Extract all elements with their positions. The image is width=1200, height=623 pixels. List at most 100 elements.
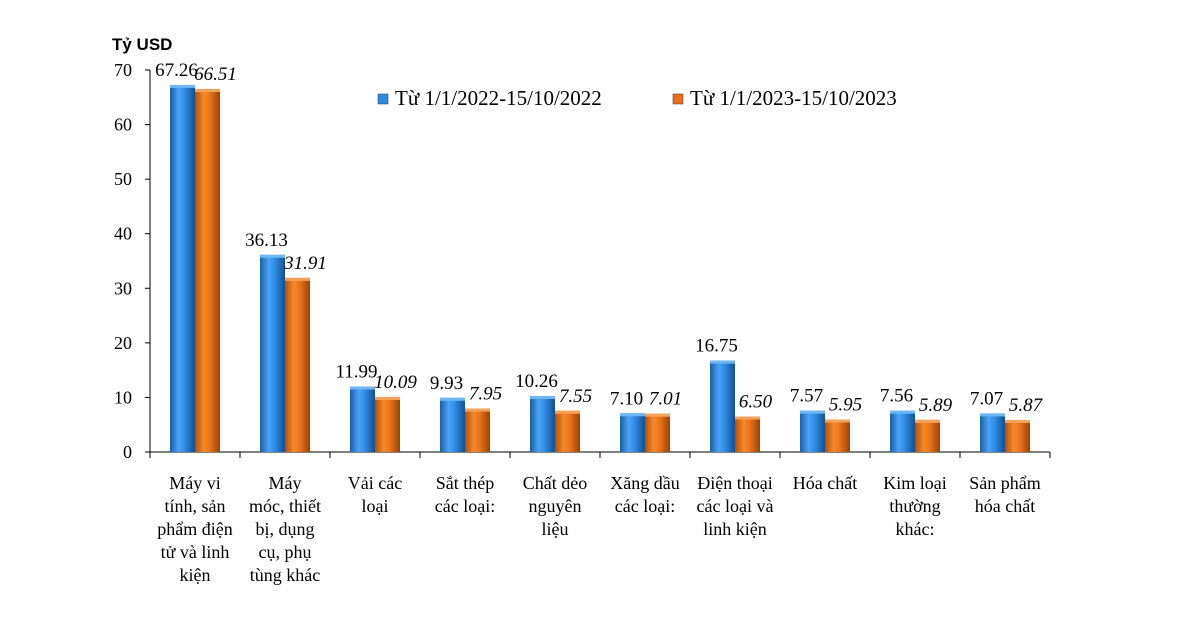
x-tick-label-line: kiện bbox=[180, 565, 211, 585]
data-label-series-2: 5.87 bbox=[1009, 395, 1044, 416]
x-tick-label-line: loại bbox=[362, 496, 389, 516]
bar-series-1 bbox=[980, 413, 1005, 452]
x-tick-label-line: Vải các bbox=[348, 473, 402, 493]
bar-series-1 bbox=[440, 397, 465, 452]
bar-cap-series-1 bbox=[710, 360, 735, 364]
bar-cap-series-1 bbox=[800, 410, 825, 414]
bar-series-1 bbox=[890, 410, 915, 452]
bar-series-2 bbox=[915, 419, 940, 452]
data-label-series-1: 11.99 bbox=[335, 362, 377, 383]
x-tick-label-line: linh kiện bbox=[703, 519, 767, 539]
data-label-series-1: 67.26 bbox=[155, 60, 198, 81]
y-tick-label: 50 bbox=[114, 169, 132, 189]
bar-cap-series-1 bbox=[440, 397, 465, 401]
data-label-series-2: 7.95 bbox=[469, 384, 502, 405]
bar-series-2 bbox=[1005, 419, 1030, 452]
legend-label-series-2: Từ 1/1/2023-15/10/2023 bbox=[690, 86, 897, 110]
data-label-series-2: 5.95 bbox=[829, 395, 862, 416]
bar-series-2 bbox=[825, 419, 850, 452]
bar-cap-series-1 bbox=[260, 254, 285, 258]
legend-swatch-series-1 bbox=[377, 93, 389, 105]
x-tick-label-line: nguyên bbox=[529, 496, 582, 516]
x-tick-label-line: liệu bbox=[542, 519, 569, 539]
x-tick-label: Xăng dầu các loại: bbox=[610, 473, 679, 516]
bar-series-2 bbox=[285, 277, 310, 452]
x-tick-label: Sắt thép các loại: bbox=[435, 473, 495, 516]
bar-cap-series-2 bbox=[825, 419, 850, 423]
bar-cap-series-2 bbox=[1005, 419, 1030, 423]
bar-series-1 bbox=[530, 396, 555, 452]
bar-cap-series-2 bbox=[915, 419, 940, 423]
data-label-series-1: 9.93 bbox=[430, 373, 463, 394]
bar-series-1 bbox=[800, 410, 825, 452]
bar-cap-series-1 bbox=[170, 84, 195, 88]
bar-series-2 bbox=[555, 410, 580, 452]
x-tick-label: Vải các loại bbox=[348, 473, 402, 516]
x-tick-label-line: Hóa chất bbox=[793, 473, 857, 493]
bar-series-1 bbox=[260, 254, 285, 452]
x-tick-label-line: tùng khác bbox=[250, 565, 320, 585]
x-tick-label: Máy vi tính, sản phẩm điện tử và linh kiện bbox=[157, 473, 232, 585]
x-tick-label: Sản phẩm hóa chất bbox=[969, 473, 1041, 516]
x-tick-label-line: bị, dụng bbox=[255, 519, 314, 539]
data-label-series-2: 7.55 bbox=[559, 386, 592, 407]
bar-cap-series-2 bbox=[735, 416, 760, 420]
bar-cap-series-1 bbox=[890, 410, 915, 414]
x-tick-label-line: Xăng dầu bbox=[610, 473, 679, 493]
y-tick-label: 60 bbox=[114, 115, 132, 135]
data-label-series-1: 7.10 bbox=[610, 388, 643, 409]
bar-series-2 bbox=[645, 413, 670, 452]
x-tick-label-line: móc, thiết bbox=[249, 496, 321, 516]
data-labels: 67.26 36.13 11.99 9.93 10.26 7.10 16.75 7.57 7.5… bbox=[155, 60, 1044, 416]
x-tick-label-line: Máy vi bbox=[169, 473, 221, 493]
data-label-series-1: 36.13 bbox=[245, 230, 288, 251]
x-tick-label-line: thường bbox=[889, 496, 940, 516]
x-tick-label-line: Sắt thép bbox=[436, 473, 495, 493]
x-tick-label: Hóa chất bbox=[793, 473, 857, 493]
bar-cap-series-2 bbox=[285, 277, 310, 281]
bar-series-2 bbox=[735, 416, 760, 452]
y-tick-label: 30 bbox=[114, 278, 132, 298]
bar-series-2 bbox=[375, 396, 400, 452]
x-tick-label-line: phẩm điện bbox=[157, 519, 232, 539]
legend-label-series-1: Từ 1/1/2022-15/10/2022 bbox=[395, 86, 602, 110]
bar-cap-series-2 bbox=[645, 413, 670, 417]
y-tick-label: 20 bbox=[114, 333, 132, 353]
bar-series-1 bbox=[710, 360, 735, 452]
x-tick-label-line: khác: bbox=[896, 519, 935, 539]
x-tick-label: Kim loại thường khác: bbox=[883, 473, 947, 539]
bar-series-1 bbox=[170, 84, 195, 452]
data-label-series-1: 10.26 bbox=[515, 371, 558, 392]
x-tick-label: Điện thoại các loại và linh kiện bbox=[697, 473, 774, 539]
data-label-series-2: 66.51 bbox=[194, 64, 237, 85]
x-tick-label-line: Kim loại bbox=[883, 473, 947, 493]
axes: 0 10 20 30 40 50 60 70 Máy vi tính, sản phẩm điện t… bbox=[114, 60, 1051, 585]
x-tick-label-line: Máy bbox=[269, 473, 302, 493]
bar-series-2 bbox=[465, 408, 490, 452]
data-label-series-1: 7.57 bbox=[790, 386, 823, 407]
y-tick-label: 10 bbox=[114, 387, 132, 407]
x-tick-label-line: Điện thoại bbox=[697, 473, 772, 493]
bar-cap-series-1 bbox=[350, 386, 375, 390]
data-label-series-2: 6.50 bbox=[739, 392, 773, 413]
x-tick-label-line: các loại: bbox=[435, 496, 495, 516]
y-tick-label: 40 bbox=[114, 224, 132, 244]
x-tick-label-line: Chất dẻo bbox=[523, 473, 588, 493]
data-label-series-1: 7.56 bbox=[880, 386, 913, 407]
bars bbox=[170, 84, 1030, 453]
y-tick-label: 0 bbox=[123, 442, 132, 462]
bar-series-1 bbox=[620, 413, 645, 452]
x-tick-label-line: hóa chất bbox=[975, 496, 1035, 516]
y-tick-label: 70 bbox=[114, 60, 132, 80]
x-tick-label: Chất dẻo nguyên liệu bbox=[523, 473, 588, 539]
bar-series-2 bbox=[195, 89, 220, 453]
data-label-series-2: 10.09 bbox=[374, 372, 417, 393]
data-label-series-2: 7.01 bbox=[649, 389, 682, 410]
legend: Từ 1/1/2022-15/10/2022 Từ 1/1/2023-15/10/… bbox=[377, 86, 897, 110]
y-axis-unit-label: Tỷ USD bbox=[112, 35, 172, 54]
x-tick-label-line: tính, sản bbox=[165, 496, 226, 516]
bar-cap-series-1 bbox=[980, 413, 1005, 417]
data-label-series-2: 31.91 bbox=[283, 253, 327, 274]
